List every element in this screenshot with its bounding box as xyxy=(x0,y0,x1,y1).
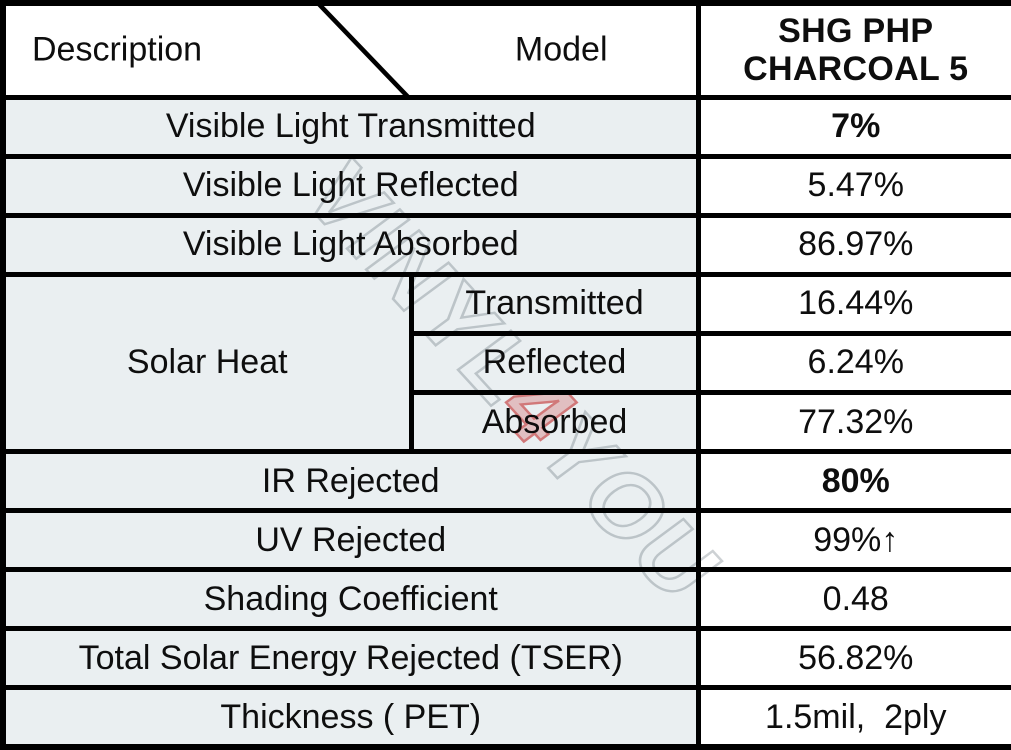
row-uv-rejected: UV Rejected 99%↑ xyxy=(0,508,1011,573)
row-visible-light-absorbed: Visible Light Absorbed 86.97% xyxy=(0,212,1011,277)
model-header-label: Model xyxy=(514,30,608,69)
row-sublabel: Absorbed xyxy=(408,389,701,455)
description-header-label: Description xyxy=(32,30,203,69)
row-label: Visible Light Absorbed xyxy=(0,212,701,277)
row-value: 6.24% xyxy=(695,330,1011,395)
diagonal-divider-line xyxy=(319,8,407,93)
row-value: 7% xyxy=(695,94,1011,159)
row-visible-light-reflected: Visible Light Reflected 5.47% xyxy=(0,153,1011,218)
row-value: 86.97% xyxy=(695,212,1011,277)
row-label: Shading Coefficient xyxy=(0,567,701,632)
row-value: 56.82% xyxy=(695,626,1011,691)
row-shading-coefficient: Shading Coefficient 0.48 xyxy=(0,567,1011,632)
row-value: 77.32% xyxy=(695,389,1011,455)
row-visible-light-transmitted: Visible Light Transmitted 7% xyxy=(0,94,1011,159)
row-label: Visible Light Transmitted xyxy=(0,94,701,159)
header-description-model-cell: Description Model xyxy=(0,0,701,100)
row-sublabel: Reflected xyxy=(408,330,701,395)
row-label: Thickness ( PET) xyxy=(0,685,701,750)
row-label: UV Rejected xyxy=(0,508,701,573)
row-thickness: Thickness ( PET) 1.5mil, 2ply xyxy=(0,685,1011,750)
header-row: Description Model SHG PHP CHARCOAL 5 xyxy=(0,0,1011,100)
row-solar-heat-absorbed: Absorbed 77.32% xyxy=(3,389,1011,455)
row-ir-rejected: IR Rejected 80% xyxy=(0,449,1011,514)
row-value: 16.44% xyxy=(695,271,1011,336)
row-solar-heat-transmitted: Solar Heat Transmitted 16.44% xyxy=(0,271,1011,455)
row-sublabel: Transmitted xyxy=(408,271,701,336)
row-label: Visible Light Reflected xyxy=(0,153,701,218)
row-tser: Total Solar Energy Rejected (TSER) 56.82… xyxy=(0,626,1011,691)
model-name-cell: SHG PHP CHARCOAL 5 xyxy=(695,0,1011,100)
row-label: IR Rejected xyxy=(0,449,701,514)
row-value: 1.5mil, 2ply xyxy=(695,685,1011,750)
row-label: Total Solar Energy Rejected (TSER) xyxy=(0,626,701,691)
model-name-line2: CHARCOAL 5 xyxy=(743,50,969,89)
row-value: 5.47% xyxy=(695,153,1011,218)
solar-heat-group-label: Solar Heat xyxy=(0,271,414,455)
row-value: 80% xyxy=(695,449,1011,514)
row-value: 99%↑ xyxy=(695,508,1011,573)
row-solar-heat-reflected: Reflected 6.24% xyxy=(3,330,1011,395)
row-value: 0.48 xyxy=(695,567,1011,632)
model-name-line1: SHG PHP xyxy=(778,11,934,50)
